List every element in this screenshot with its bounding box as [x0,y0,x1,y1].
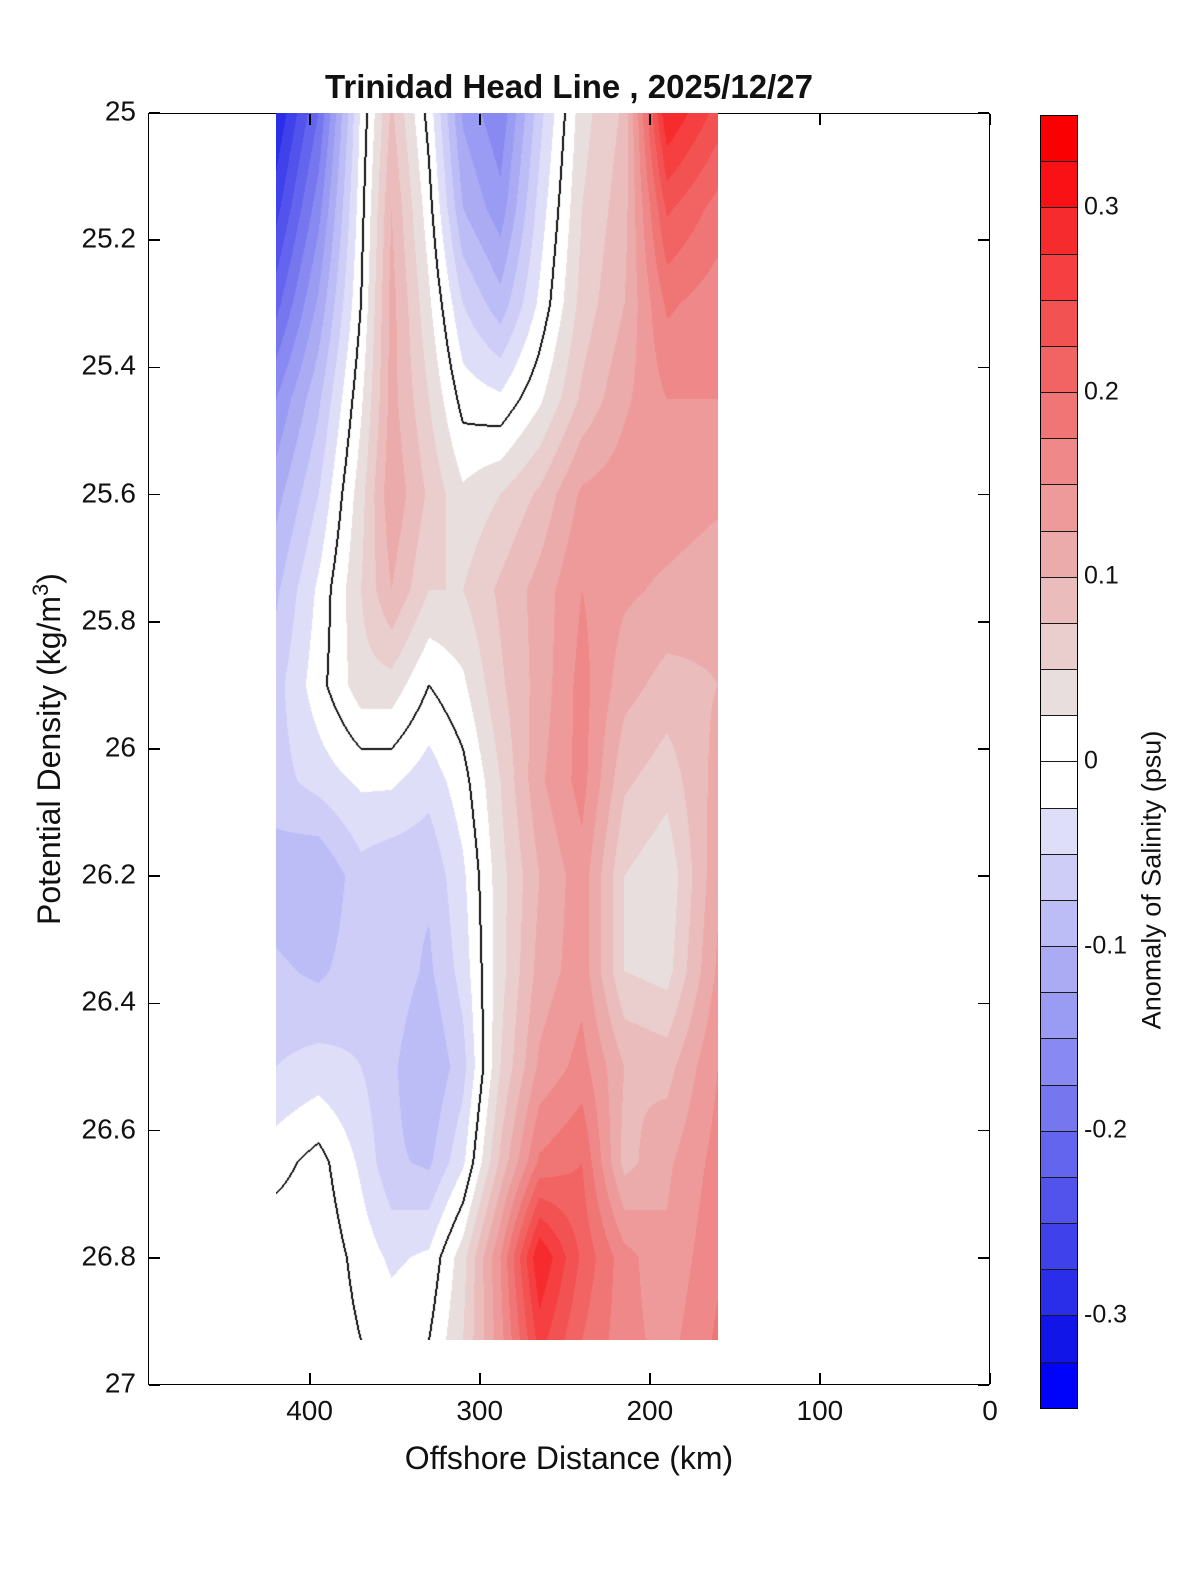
y-tick-right [978,493,989,496]
x-tick-label: 300 [456,1395,504,1426]
colorbar-segment [1041,116,1077,163]
colorbar-segment [1041,1177,1077,1225]
y-tick-label: 25.2 [81,222,137,254]
colorbar-tick-label: -0.1 [1084,931,1128,960]
colorbar-tick-label: 0 [1084,746,1098,775]
y-tick-label: 25.4 [81,350,137,382]
x-tick-label: 400 [286,1395,333,1426]
y-tick-label: 27 [104,1367,136,1399]
y-tick-left [149,493,160,496]
colorbar-segment [1041,1131,1077,1178]
colorbar-segment [1041,854,1077,901]
x-tick-top [309,114,311,125]
colorbar-segment [1041,808,1077,855]
colorbar-segment [1041,1316,1077,1363]
y-axis-label-suffix: ) [30,573,67,584]
colorbar-segment [1041,439,1077,486]
colorbar-segment [1041,947,1077,994]
y-tick-label: 25.6 [81,477,137,509]
y-tick-left [149,1002,160,1005]
colorbar-tick-label: 0.3 [1084,192,1119,221]
colorbar-tick-label: 0.1 [1084,561,1119,590]
colorbar-segment [1041,300,1077,347]
x-tick-top [819,114,821,125]
y-tick-left [149,239,160,241]
y-tick-label: 26.6 [81,1113,137,1145]
x-tick-bottom [479,1373,481,1384]
chart-title: Trinidad Head Line , 2025/12/27 [325,68,813,105]
colorbar-segment [1041,762,1077,809]
y-tick-right [978,1257,989,1259]
x-tick-top [989,114,992,125]
colorbar-segment [1041,1085,1077,1132]
colorbar-segment [1041,1224,1077,1271]
y-tick-label: 25 [104,95,136,127]
y-tick-label: 26 [104,731,136,763]
x-tick-label: 200 [626,1395,674,1426]
y-tick-label: 25.8 [81,604,137,636]
colorbar-segment [1041,577,1077,624]
colorbar-segment [1041,1039,1077,1086]
colorbar-segment [1041,393,1077,440]
colorbar-segment [1041,1362,1077,1408]
colorbar-segment [1041,208,1077,255]
colorbar-segment [1041,993,1077,1040]
y-tick-right [978,112,989,114]
y-tick-left [149,875,160,877]
x-tick-bottom [649,1373,651,1384]
colorbar-segment [1041,485,1077,532]
contour-canvas [276,113,718,1340]
colorbar-segment [1041,623,1077,671]
y-tick-left [149,1129,160,1132]
x-tick-bottom [309,1373,311,1384]
y-tick-right [978,1129,989,1132]
colorbar-segment [1041,346,1077,394]
y-tick-label: 26.8 [81,1240,137,1272]
x-tick-bottom [989,1373,992,1384]
y-tick-left [149,366,160,369]
y-tick-right [978,1384,989,1386]
colorbar-segment [1041,531,1077,578]
colorbar-tick-label: 0.2 [1084,377,1119,406]
colorbar-segment [1041,254,1077,301]
y-tick-left [149,748,160,750]
y-tick-label: 26.2 [81,858,137,890]
colorbar [1040,115,1078,1409]
x-tick-bottom [819,1373,821,1384]
y-tick-left [149,621,160,623]
y-tick-right [978,239,989,241]
x-tick-top [479,114,481,125]
y-tick-right [978,621,989,623]
plot-area [148,113,990,1385]
colorbar-tick-label: -0.3 [1084,1300,1128,1329]
colorbar-segment [1041,670,1077,717]
colorbar-segment [1041,900,1077,948]
y-tick-right [978,1002,989,1005]
x-tick-label: 100 [796,1395,844,1426]
x-tick-label: 0 [982,1395,998,1426]
x-tick-top [649,114,651,125]
y-tick-right [978,366,989,369]
colorbar-segment [1041,1270,1077,1317]
colorbar-segment [1041,716,1077,763]
y-axis-label-superscript: 3 [28,583,54,596]
colorbar-tick-label: -0.2 [1084,1115,1128,1144]
x-axis-label: Offshore Distance (km) [404,1440,734,1476]
colorbar-segment [1041,162,1077,209]
y-tick-right [978,748,989,750]
y-tick-right [978,875,989,877]
y-tick-left [149,1257,160,1259]
y-tick-left [149,112,160,114]
y-tick-left [149,1384,160,1386]
colorbar-label: Anomaly of Salinity (psu) [1136,730,1167,1030]
y-tick-label: 26.4 [81,986,137,1018]
